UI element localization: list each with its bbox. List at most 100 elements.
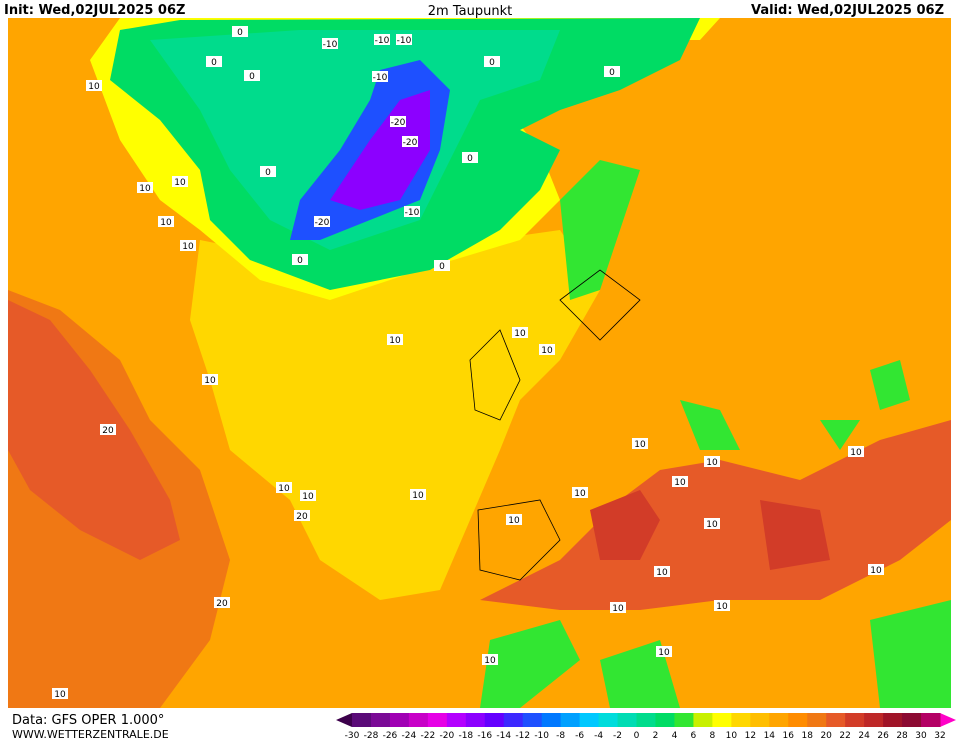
contour-label: 10 bbox=[484, 656, 496, 666]
colorbar-swatch bbox=[446, 713, 467, 727]
colorbar-swatch bbox=[560, 713, 581, 727]
contour-label: 10 bbox=[278, 484, 290, 494]
contour-label-bg bbox=[86, 80, 102, 91]
contour-label: -20 bbox=[391, 118, 406, 128]
contour-label: -10 bbox=[323, 40, 338, 50]
colorbar-swatch bbox=[636, 713, 656, 727]
contour-label: 10 bbox=[706, 458, 718, 468]
colorbar-swatch bbox=[541, 713, 562, 727]
contour-label-bg bbox=[572, 487, 588, 498]
colorbar-swatch bbox=[883, 713, 903, 727]
colorbar-tick-label: -6 bbox=[575, 731, 584, 741]
colorbar: -30 -28 -26 -24 -22 -20 -18 -16 -14 -12 -10 -8 -6 -4-… bbox=[336, 713, 956, 741]
contour-label: 0 bbox=[609, 68, 615, 78]
colorbar-tick-label: 14 bbox=[764, 731, 776, 741]
contour-label-bg bbox=[314, 216, 330, 227]
contour-label: 10 bbox=[850, 448, 862, 458]
colorbar-tick-label: -20 bbox=[439, 731, 454, 741]
contour-label: 10 bbox=[412, 491, 424, 501]
contour-label-bg bbox=[604, 66, 620, 77]
contour-label: 0 bbox=[265, 168, 271, 178]
colorbar-swatch bbox=[674, 713, 694, 727]
cool-region bbox=[480, 600, 951, 708]
contour-label-bg bbox=[656, 646, 672, 657]
contour-label: 10 bbox=[160, 218, 172, 228]
contour-label-bg bbox=[434, 260, 450, 271]
warm-region bbox=[8, 300, 180, 560]
colorbar-swatch bbox=[807, 713, 827, 727]
contour-label-bg bbox=[672, 476, 688, 487]
contour-label-bg bbox=[387, 334, 403, 345]
contour-label-bg bbox=[390, 116, 406, 127]
map-title: 2m Taupunkt bbox=[428, 4, 512, 19]
contour-label-bg bbox=[396, 34, 412, 45]
colorbar-tick-label: -28 bbox=[364, 731, 379, 741]
contour-label-bg bbox=[372, 71, 388, 82]
contour-label: 0 bbox=[439, 262, 445, 272]
contour-label: 10 bbox=[674, 478, 686, 488]
contour-label: 10 bbox=[574, 489, 586, 499]
colorbar-swatch bbox=[731, 713, 751, 727]
contour-label-bg bbox=[482, 654, 498, 665]
contour-label: 10 bbox=[716, 602, 728, 612]
contour-label: 10 bbox=[541, 346, 553, 356]
contour-label: 20 bbox=[216, 599, 228, 609]
colorbar-swatch bbox=[598, 713, 619, 727]
contour-label-bg bbox=[632, 438, 648, 449]
colorbar-over bbox=[940, 713, 956, 727]
contour-label-bg bbox=[214, 597, 230, 608]
data-source: Data: GFS OPER 1.000° bbox=[12, 713, 164, 728]
colorbar-swatch bbox=[427, 713, 448, 727]
contour-label-bg bbox=[206, 56, 222, 67]
colorbar-swatch bbox=[864, 713, 884, 727]
contour-label: 10 bbox=[656, 568, 668, 578]
contour-label-bg bbox=[172, 176, 188, 187]
contour-label: 10 bbox=[508, 516, 520, 526]
colorbar-swatch bbox=[750, 713, 770, 727]
colorbar-tick-label: -14 bbox=[496, 731, 511, 741]
contour-label: 10 bbox=[54, 690, 66, 700]
contour-label: 0 bbox=[297, 256, 303, 266]
colorbar-tick-label: 16 bbox=[783, 731, 795, 741]
colorbar-tick-label: 28 bbox=[896, 731, 908, 741]
contour-label: 10 bbox=[302, 492, 314, 502]
colorbar-swatch bbox=[845, 713, 865, 727]
contour-label-bg bbox=[654, 566, 670, 577]
map: -10 -10 -10 -10 -20 -20 -10 -20 0 0 0 0 0 0 0 0 0 10 10 10 1… bbox=[8, 18, 951, 708]
contour-label-bg bbox=[294, 510, 310, 521]
contour-label-bg bbox=[300, 490, 316, 501]
colorbar-swatch bbox=[712, 713, 732, 727]
colorbar-swatch bbox=[655, 713, 675, 727]
contour-label: -10 bbox=[397, 36, 412, 46]
colorbar-swatch bbox=[902, 713, 922, 727]
contour-label-bg bbox=[462, 152, 478, 163]
contour-label-bg bbox=[404, 206, 420, 217]
contour-label: 10 bbox=[389, 336, 401, 346]
contour-label-bg bbox=[202, 374, 218, 385]
colorbar-tick-label: 32 bbox=[934, 731, 945, 741]
colorbar-swatch bbox=[921, 713, 941, 727]
warm-region bbox=[480, 420, 951, 610]
colorbar-tick-label: -12 bbox=[515, 731, 530, 741]
colorbar-swatch bbox=[522, 713, 543, 727]
contour-label: 10 bbox=[204, 376, 216, 386]
contour-label: 10 bbox=[88, 82, 100, 92]
colorbar-tick-label: 26 bbox=[877, 731, 889, 741]
colorbar-tick-label: 18 bbox=[801, 731, 813, 741]
colorbar-tick-label: 6 bbox=[691, 731, 697, 741]
colorbar-tick-label: -16 bbox=[477, 731, 492, 741]
contour-label-bg bbox=[402, 136, 418, 147]
contour-label-bg bbox=[512, 327, 528, 338]
contour-label: -10 bbox=[373, 73, 388, 83]
colorbar-tick-label: 4 bbox=[672, 731, 678, 741]
contour-label-bg bbox=[410, 489, 426, 500]
contour-label: 0 bbox=[467, 154, 473, 164]
colorbar-tick-label: -30 bbox=[345, 731, 360, 741]
contour-label-bg bbox=[52, 688, 68, 699]
contour-label-bg bbox=[868, 564, 884, 575]
contour-label: -20 bbox=[403, 138, 418, 148]
colorbar-swatch bbox=[352, 713, 372, 727]
contour-label-bg bbox=[180, 240, 196, 251]
contour-label-bg bbox=[484, 56, 500, 67]
